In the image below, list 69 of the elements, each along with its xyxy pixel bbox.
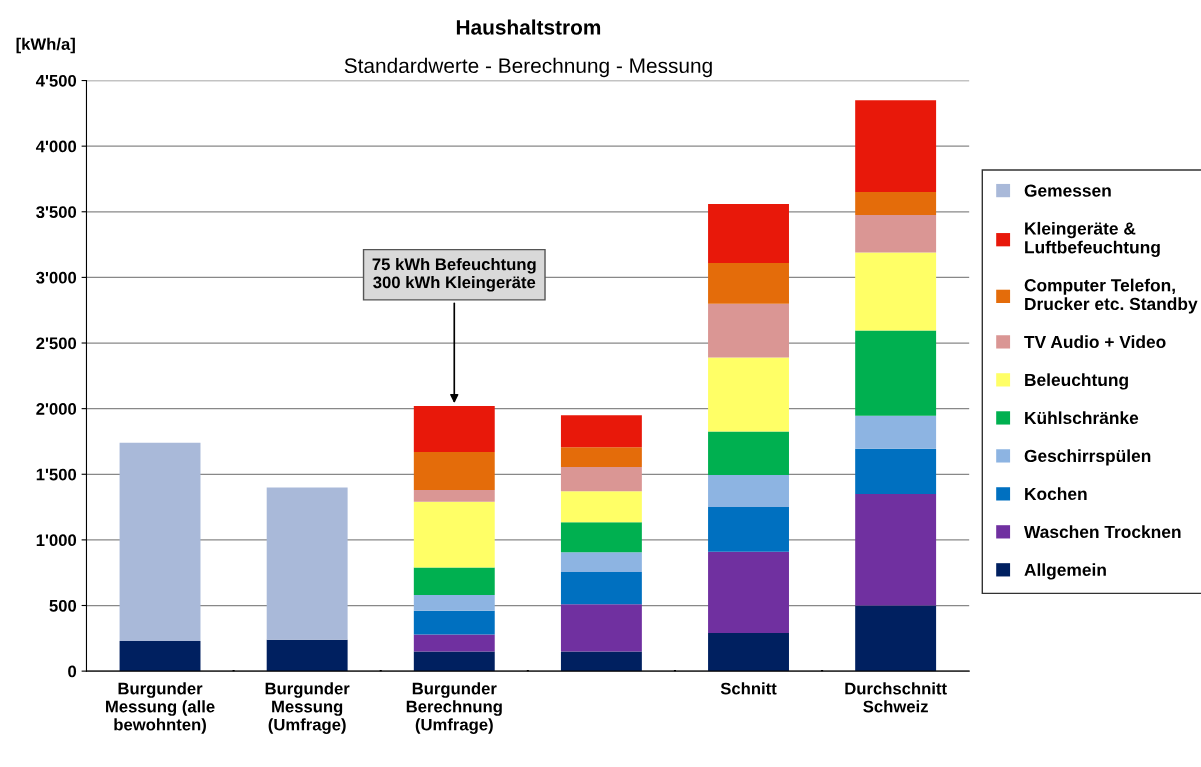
bar (708, 633, 789, 672)
bar (855, 605, 937, 672)
y-tick-label: 500 (49, 599, 77, 612)
y-axis-title: [kWh/a] (16, 37, 75, 54)
bar (560, 415, 642, 448)
bar (560, 651, 642, 672)
legend-label: Allgemein (1024, 563, 1106, 580)
bar (708, 551, 789, 634)
legend-label: Kleingeräte & Luftbefeuchtung (1025, 221, 1160, 257)
legend-label: Geschirrspülen (1024, 449, 1151, 466)
bar (413, 451, 495, 491)
bar (413, 634, 495, 652)
y-tick-label: 4'500 (35, 74, 77, 87)
y-tick-label: 2'000 (36, 403, 77, 415)
y-tick-label: 3'000 (36, 271, 77, 284)
bar (855, 100, 937, 193)
y-tick-label: 4'000 (35, 140, 77, 153)
bar (413, 610, 495, 635)
bar (855, 215, 937, 253)
bar (560, 522, 642, 553)
annotation: 75 kWh Befeuchtung 300 kWh Kleingeräte (372, 257, 536, 292)
bar (413, 567, 495, 595)
x-tick-label: Schnitt (720, 682, 777, 695)
bar (560, 491, 642, 523)
y-tick-label: 1'500 (36, 468, 77, 481)
legend-label: TV Audio + Video (1024, 335, 1166, 349)
bar (855, 448, 937, 494)
legend-label: Waschen Trocknen (1023, 525, 1181, 539)
bar (560, 447, 642, 468)
bar (708, 303, 789, 358)
bar (413, 490, 495, 502)
bar (708, 474, 789, 508)
bar (413, 651, 495, 672)
bar (855, 493, 937, 606)
bar (708, 262, 789, 304)
y-tick-label: 0 (68, 665, 77, 678)
bar (708, 431, 789, 475)
bar (708, 357, 789, 432)
chart-title: Haushaltstrom (456, 19, 601, 35)
y-tick-label: 3'500 (36, 206, 77, 218)
bar (855, 252, 937, 331)
bar (560, 572, 642, 605)
bar (855, 192, 937, 216)
bar (413, 501, 495, 568)
x-tick-label: Burgunder Messung (Umfrage) (265, 682, 350, 734)
legend-label: Gemessen (1024, 184, 1111, 197)
bar (708, 203, 789, 263)
legend-label: Beleuchtung (1025, 373, 1128, 390)
bar (119, 640, 201, 672)
bar (413, 406, 495, 452)
bar (855, 330, 937, 416)
bar (266, 487, 348, 640)
legend-label: Computer Telefon, Drucker etc. Standby (1024, 278, 1198, 314)
bar (266, 639, 348, 672)
y-tick-label: 2'500 (36, 337, 77, 350)
bar (560, 467, 642, 492)
x-tick-label: Durchschnitt Schweiz (845, 682, 947, 713)
x-tick-label: Burgunder Messung (alle bewohnten) (106, 682, 215, 734)
bar (560, 604, 642, 652)
bar (119, 442, 201, 641)
chart-subtitle: Standardwerte - Berechnung - Messung (344, 57, 712, 78)
x-tick-label: Burgunder Berechnung (Umfrage) (406, 682, 502, 734)
bar (560, 552, 642, 573)
legend-label: Kühlschränke (1025, 411, 1139, 425)
legend-label: Kochen (1025, 487, 1087, 501)
bar (855, 415, 937, 449)
bar (413, 595, 495, 611)
y-tick-label: 1'000 (36, 534, 77, 547)
bar (708, 507, 789, 552)
